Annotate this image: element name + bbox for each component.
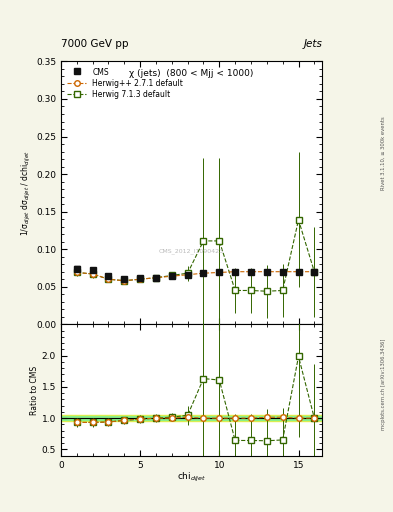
Text: mcplots.cern.ch [arXiv:1306.3436]: mcplots.cern.ch [arXiv:1306.3436] (381, 338, 386, 430)
Text: 7000 GeV pp: 7000 GeV pp (61, 38, 129, 49)
Text: Rivet 3.1.10, ≥ 300k events: Rivet 3.1.10, ≥ 300k events (381, 117, 386, 190)
Bar (61, 415, 322, 421)
Legend: CMS, Herwig++ 2.7.1 default, Herwig 7.1.3 default: CMS, Herwig++ 2.7.1 default, Herwig 7.1.… (65, 65, 185, 101)
Y-axis label: Ratio to CMS: Ratio to CMS (30, 366, 39, 415)
Text: Jets: Jets (303, 38, 322, 49)
Y-axis label: 1/σ$_{dijet}$ dσ$_{dijet}$ / dchi$_{dijet}$: 1/σ$_{dijet}$ dσ$_{dijet}$ / dchi$_{dije… (20, 150, 33, 236)
X-axis label: chi$_{dijet}$: chi$_{dijet}$ (177, 471, 206, 484)
Bar (61, 416, 322, 420)
Text: CMS_2012_I1090423: CMS_2012_I1090423 (159, 248, 224, 253)
Text: χ (jets)  (800 < Mjj < 1000): χ (jets) (800 < Mjj < 1000) (129, 69, 254, 78)
